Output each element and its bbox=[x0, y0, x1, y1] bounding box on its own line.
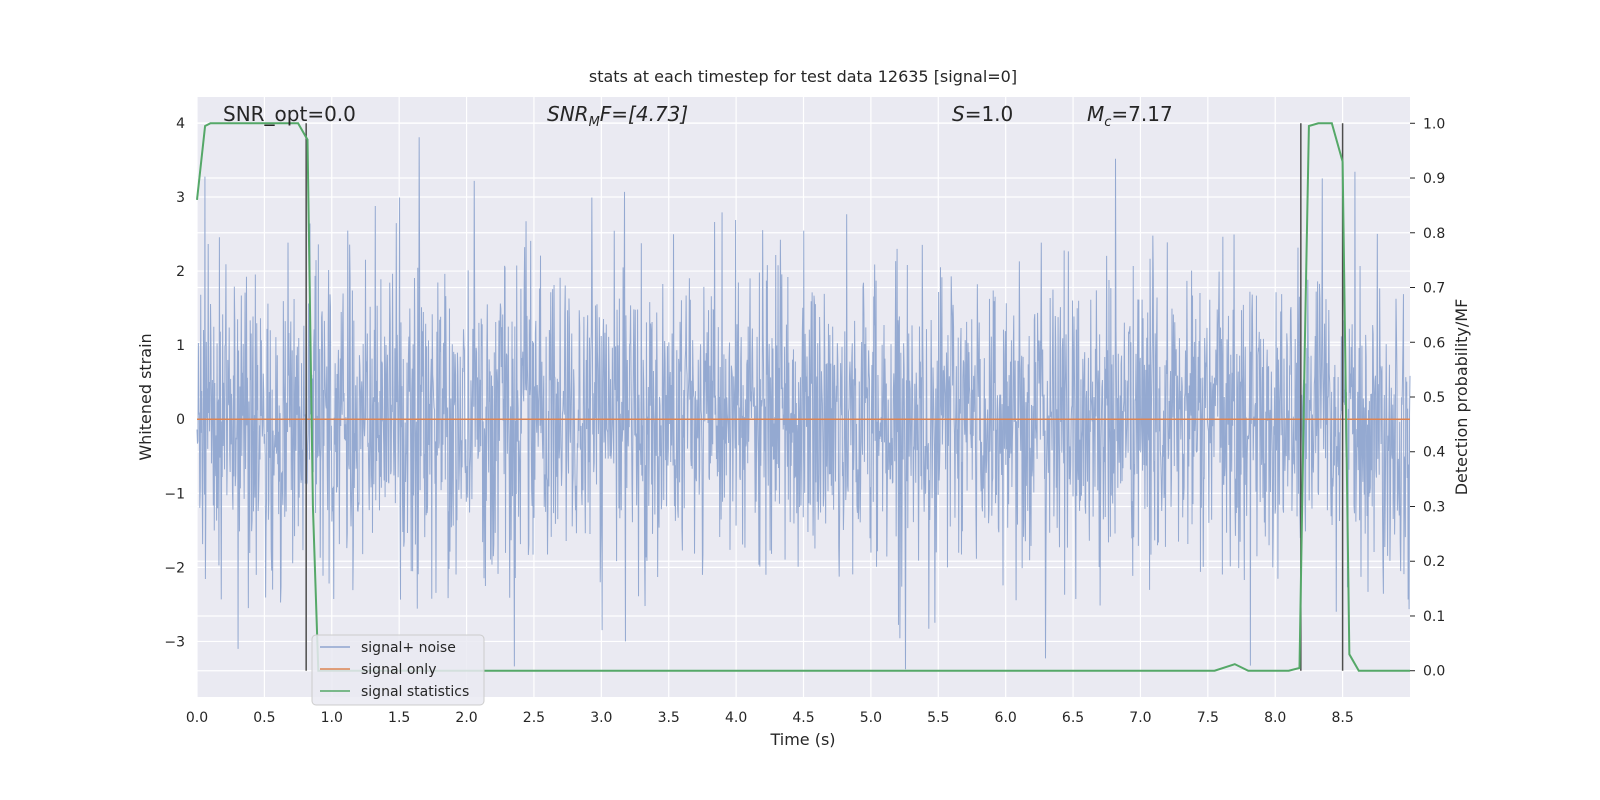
x-tick-label: 7.5 bbox=[1197, 710, 1219, 726]
y2-tick-label: 0.4 bbox=[1423, 445, 1445, 461]
x-tick-label: 2.0 bbox=[455, 710, 477, 726]
y-tick-label: −3 bbox=[164, 634, 185, 650]
x-tick-label: 4.0 bbox=[725, 710, 747, 726]
y-tick-label: 0 bbox=[176, 412, 185, 428]
y2-tick-label: 0.8 bbox=[1423, 226, 1445, 242]
x-tick-label: 8.0 bbox=[1264, 710, 1286, 726]
y-tick-label: 1 bbox=[176, 338, 185, 354]
y-tick-label: −2 bbox=[164, 560, 185, 576]
series-signal-noise bbox=[196, 137, 1411, 670]
y2-tick-label: 0.9 bbox=[1423, 171, 1445, 187]
legend-label-signal-only: signal only bbox=[361, 662, 436, 678]
y2-tick-label: 0.7 bbox=[1423, 281, 1445, 297]
x-tick-label: 4.5 bbox=[792, 710, 814, 726]
x-tick-label: 5.0 bbox=[860, 710, 882, 726]
x-axis-label: Time (s) bbox=[769, 730, 835, 749]
annotation-mc: Mc=7.17 bbox=[1087, 102, 1173, 130]
x-tick-label: 8.5 bbox=[1331, 710, 1353, 726]
y2-tick-label: 0.5 bbox=[1423, 390, 1445, 406]
y2-tick-label: 0.6 bbox=[1423, 335, 1445, 351]
y2-axis-label: Detection probability/MF bbox=[1452, 299, 1471, 496]
x-tick-label: 6.5 bbox=[1062, 710, 1084, 726]
x-tick-label: 0.0 bbox=[186, 710, 208, 726]
legend-label-statistics: signal statistics bbox=[361, 684, 469, 700]
y-tick-label: 4 bbox=[176, 116, 185, 132]
y-tick-label: 3 bbox=[176, 190, 185, 206]
x-tick-label: 3.5 bbox=[658, 710, 680, 726]
y2-tick-label: 0.3 bbox=[1423, 499, 1445, 515]
x-tick-label: 6.0 bbox=[995, 710, 1017, 726]
y2-tick-label: 0.0 bbox=[1423, 664, 1445, 680]
x-tick-label: 0.5 bbox=[253, 710, 275, 726]
legend-label-noise: signal+ noise bbox=[361, 640, 456, 656]
x-tick-label: 2.5 bbox=[523, 710, 545, 726]
x-tick-label: 3.0 bbox=[590, 710, 612, 726]
marker-lines bbox=[196, 122, 1410, 672]
y-tick-label: 2 bbox=[176, 264, 185, 280]
legend-box bbox=[311, 634, 485, 706]
y-tick-label: −1 bbox=[164, 486, 185, 502]
y2-tick-label: 1.0 bbox=[1423, 116, 1445, 132]
x-tick-label: 1.5 bbox=[388, 710, 410, 726]
y2-tick-label: 0.2 bbox=[1423, 554, 1445, 570]
y2-tick-label: 0.1 bbox=[1423, 609, 1445, 625]
x-tick-label: 7.0 bbox=[1129, 710, 1151, 726]
tick-labels: 0.0 0.5 1.0 1.5 2.0 2.5 3.0 3.5 4.0 4.5 5.0 5.5 6.0 6… bbox=[164, 116, 1445, 726]
noise-series bbox=[196, 137, 1411, 670]
x-tick-label: 5.5 bbox=[927, 710, 949, 726]
y-axis-label: Whitened strain bbox=[136, 333, 155, 460]
plot-title: stats at each timestep for test data 126… bbox=[589, 67, 1017, 86]
legend: signal+ noise signal only signal statist… bbox=[311, 634, 485, 706]
x-tick-label: 1.0 bbox=[321, 710, 343, 726]
annotation-snr-mf: SNRMF=[4.73] bbox=[547, 102, 688, 130]
annotation-s: S=1.0 bbox=[952, 102, 1013, 126]
annotation-snr-opt: SNR_opt=0.0 bbox=[223, 102, 356, 126]
series-signal-statistics bbox=[196, 122, 1410, 672]
